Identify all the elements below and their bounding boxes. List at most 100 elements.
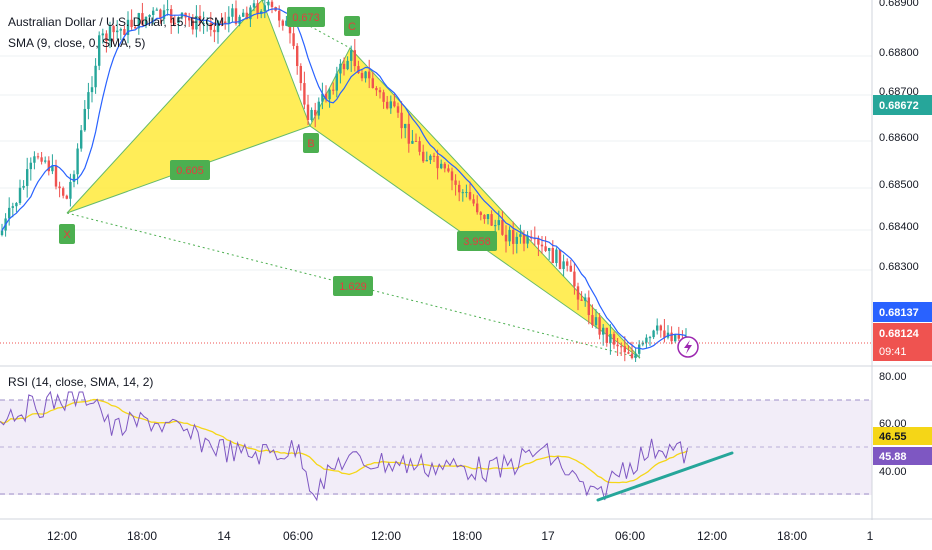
- lightning-alert-icon[interactable]: [677, 336, 699, 358]
- time-label: 12:00: [697, 529, 727, 543]
- sma-line: [1, 8, 687, 350]
- rsi-pane: [0, 399, 872, 495]
- price-axis[interactable]: 0.68900 0.68800 0.68700 0.68600 0.68500 …: [873, 0, 932, 361]
- time-label: 12:00: [371, 529, 401, 543]
- candle-body: [270, 1, 274, 8]
- candle-body: [393, 101, 396, 107]
- candle-body: [605, 327, 608, 343]
- candle-body: [375, 87, 378, 91]
- candle-body: [216, 20, 220, 33]
- candle-body: [108, 26, 112, 42]
- rsi-ma-badge-text: 46.55: [879, 431, 907, 443]
- candle-body: [638, 344, 641, 354]
- candle-body: [396, 106, 400, 113]
- candle-body: [137, 13, 140, 29]
- sma-value-badge-text: 0.68672: [879, 100, 919, 112]
- candle-body: [501, 220, 504, 235]
- candle-body: [422, 151, 425, 162]
- time-axis[interactable]: 12:00 18:00 14 06:00 12:00 18:00 17 06:0…: [47, 529, 874, 543]
- ratio-label-xd-text: 1.629: [339, 281, 367, 293]
- candle-body: [238, 16, 241, 24]
- candle-body: [310, 109, 313, 121]
- candle-body: [54, 165, 58, 187]
- candle-body: [436, 156, 439, 169]
- candle-body: [69, 181, 72, 199]
- candle-body: [112, 26, 115, 33]
- candle-body: [335, 73, 338, 91]
- candle-body: [587, 297, 590, 316]
- candle-body: [105, 33, 108, 42]
- candle-body: [224, 21, 227, 24]
- candle-body: [641, 342, 644, 345]
- candle-body: [65, 195, 68, 199]
- candle-body: [576, 286, 580, 300]
- candle-body: [202, 23, 205, 25]
- candle-body: [591, 315, 594, 326]
- rsi-axis[interactable]: 80.00 60.00 40.00 46.55 45.88: [873, 371, 932, 478]
- candle-body: [263, 5, 266, 12]
- candle-body: [447, 168, 450, 172]
- candle-body: [450, 171, 454, 181]
- candle-body: [256, 3, 259, 15]
- candle-body: [134, 27, 137, 29]
- candle-body: [170, 9, 173, 23]
- candle-body: [152, 10, 155, 15]
- countdown-text: 09:41: [879, 346, 907, 358]
- candle-body: [346, 60, 349, 70]
- candle-body: [656, 325, 659, 331]
- candle-body: [670, 332, 673, 342]
- candle-body: [296, 45, 299, 67]
- candle-body: [440, 163, 443, 169]
- price-tick: 0.68600: [879, 132, 919, 144]
- candle-body: [18, 187, 22, 203]
- candle-body: [332, 89, 335, 91]
- point-label-b-text: B: [307, 138, 314, 150]
- candle-body: [461, 192, 464, 194]
- time-label: 06:00: [615, 529, 645, 543]
- ratio-label-bd-text: 3.958: [463, 236, 491, 248]
- candle-body: [418, 141, 421, 152]
- candle-body: [90, 87, 94, 93]
- candle-body: [414, 140, 418, 142]
- candle-body: [497, 220, 500, 226]
- time-label: 18:00: [127, 529, 157, 543]
- harmonic-pattern[interactable]: [66, 0, 641, 359]
- candle-body: [353, 50, 356, 67]
- candle-body: [602, 327, 605, 335]
- candle-body: [468, 191, 472, 200]
- legend-symbol: Australian Dollar / U.S. Dollar, 15, FXC…: [8, 15, 224, 29]
- rsi-trendline[interactable]: [596, 451, 734, 502]
- candle-body: [177, 17, 180, 24]
- point-label-c-text: C: [348, 21, 356, 33]
- candle-body: [0, 230, 4, 235]
- candle-body: [594, 317, 598, 326]
- candle-body: [144, 16, 148, 25]
- candle-body: [213, 29, 216, 33]
- point-label-x-text: X: [63, 229, 71, 241]
- candle-body: [389, 101, 392, 109]
- point-label-x: X: [59, 224, 75, 244]
- candle-body: [674, 334, 677, 342]
- candle-body: [278, 10, 281, 21]
- candle-body: [15, 202, 18, 207]
- candle-body: [8, 207, 11, 219]
- sma-value-badge: 0.68672: [873, 95, 932, 115]
- rsi-value-badge: 45.88: [873, 447, 932, 465]
- candle-body: [569, 265, 572, 272]
- candle-body: [458, 184, 461, 193]
- ratio-label-xb-text: 0.605: [176, 165, 204, 177]
- candle-body: [411, 140, 414, 144]
- candle-body: [29, 162, 32, 170]
- candle-body: [652, 330, 655, 338]
- candle-body: [80, 130, 83, 149]
- candle-body: [663, 330, 666, 338]
- candle-body: [141, 13, 144, 25]
- rsi-value-badge-text: 45.88: [879, 451, 907, 463]
- candle-body: [659, 325, 662, 331]
- candle-body: [364, 71, 367, 79]
- candle-body: [555, 249, 558, 264]
- candle-body: [378, 90, 382, 93]
- candle-body: [245, 12, 248, 20]
- candle-body: [357, 66, 360, 73]
- candle-body: [371, 78, 374, 88]
